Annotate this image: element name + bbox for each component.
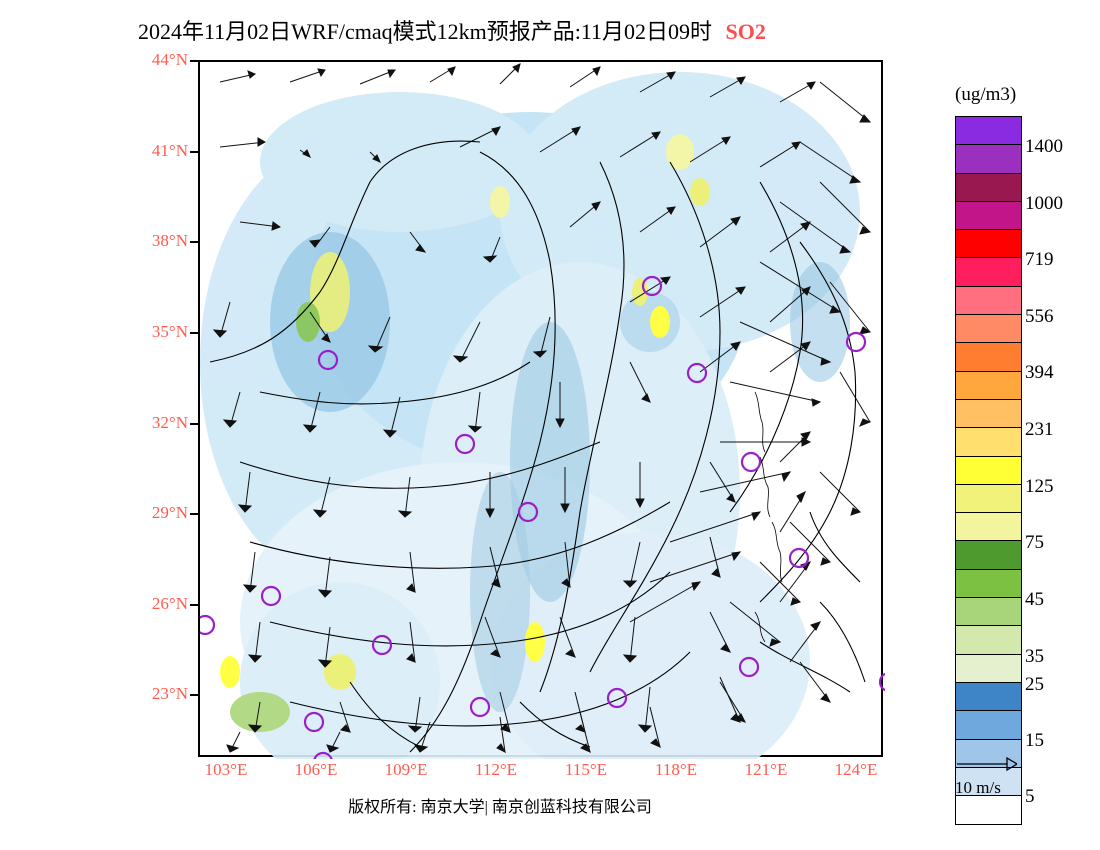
legend-swatch-5	[956, 258, 1021, 286]
lat-label-6: 26°N	[108, 594, 188, 614]
color-legend: (ug/m3)	[955, 84, 1022, 825]
lon-label-3: 112°E	[466, 760, 526, 780]
legend-value-5: 5	[1025, 786, 1035, 808]
legend-value-719: 719	[1025, 249, 1054, 271]
lon-label-4: 115°E	[556, 760, 616, 780]
legend-swatch-19	[956, 655, 1021, 683]
legend-value-45: 45	[1025, 589, 1044, 611]
legend-swatch-9	[956, 372, 1021, 400]
legend-value-231: 231	[1025, 419, 1054, 441]
legend-swatch-10	[956, 400, 1021, 428]
lon-label-7: 124°E	[826, 760, 886, 780]
legend-value-15: 15	[1025, 730, 1044, 752]
legend-value-556: 556	[1025, 306, 1054, 328]
legend-value-1000: 1000	[1025, 193, 1063, 215]
legend-color-bar	[955, 116, 1022, 825]
lat-label-4: 32°N	[108, 413, 188, 433]
legend-value-125: 125	[1025, 476, 1054, 498]
legend-value-35: 35	[1025, 646, 1044, 668]
lon-label-5: 118°E	[646, 760, 706, 780]
so2-concentration-field	[200, 72, 860, 759]
legend-value-394: 394	[1025, 362, 1054, 384]
title-main-text: 2024年11月02日WRF/cmaq模式12km预报产品:11月02日09时	[138, 19, 712, 44]
wind-speed-key: 10 m/s	[955, 757, 1017, 798]
legend-swatch-15	[956, 541, 1021, 569]
legend-swatch-18	[956, 626, 1021, 654]
legend-swatch-21	[956, 711, 1021, 739]
wind-key-arrow-icon	[955, 757, 1017, 771]
lat-label-3: 35°N	[108, 322, 188, 342]
meteorological-map-svg	[200, 62, 885, 759]
lon-label-1: 106°E	[286, 760, 346, 780]
legend-value-1400: 1400	[1025, 136, 1063, 158]
lat-label-0: 44°N	[108, 50, 188, 70]
legend-swatch-6	[956, 287, 1021, 315]
map-panel[interactable]	[198, 60, 883, 757]
copyright-footer: 版权所有: 南京大学| 南京创蓝科技有限公司	[0, 793, 1000, 817]
lat-label-2: 38°N	[108, 231, 188, 251]
legend-swatch-14	[956, 513, 1021, 541]
legend-swatch-13	[956, 485, 1021, 513]
legend-swatch-4	[956, 230, 1021, 258]
lat-label-1: 41°N	[108, 141, 188, 161]
legend-swatch-2	[956, 174, 1021, 202]
legend-swatch-0	[956, 117, 1021, 145]
pollutant-badge: SO2	[726, 19, 766, 44]
legend-swatch-1	[956, 145, 1021, 173]
legend-swatch-17	[956, 598, 1021, 626]
legend-swatch-16	[956, 570, 1021, 598]
lon-label-2: 109°E	[376, 760, 436, 780]
legend-swatch-11	[956, 428, 1021, 456]
legend-swatch-3	[956, 202, 1021, 230]
legend-value-25: 25	[1025, 674, 1044, 696]
legend-swatch-7	[956, 315, 1021, 343]
lon-label-6: 121°E	[736, 760, 796, 780]
page-title: 2024年11月02日WRF/cmaq模式12km预报产品:11月02日09时 …	[138, 14, 766, 46]
legend-value-75: 75	[1025, 532, 1044, 554]
lat-label-5: 29°N	[108, 503, 188, 523]
lon-label-0: 103°E	[196, 760, 256, 780]
legend-swatch-20	[956, 683, 1021, 711]
legend-swatch-8	[956, 343, 1021, 371]
legend-swatch-12	[956, 457, 1021, 485]
lat-label-7: 23°N	[108, 684, 188, 704]
legend-unit-label: (ug/m3)	[955, 84, 1022, 106]
